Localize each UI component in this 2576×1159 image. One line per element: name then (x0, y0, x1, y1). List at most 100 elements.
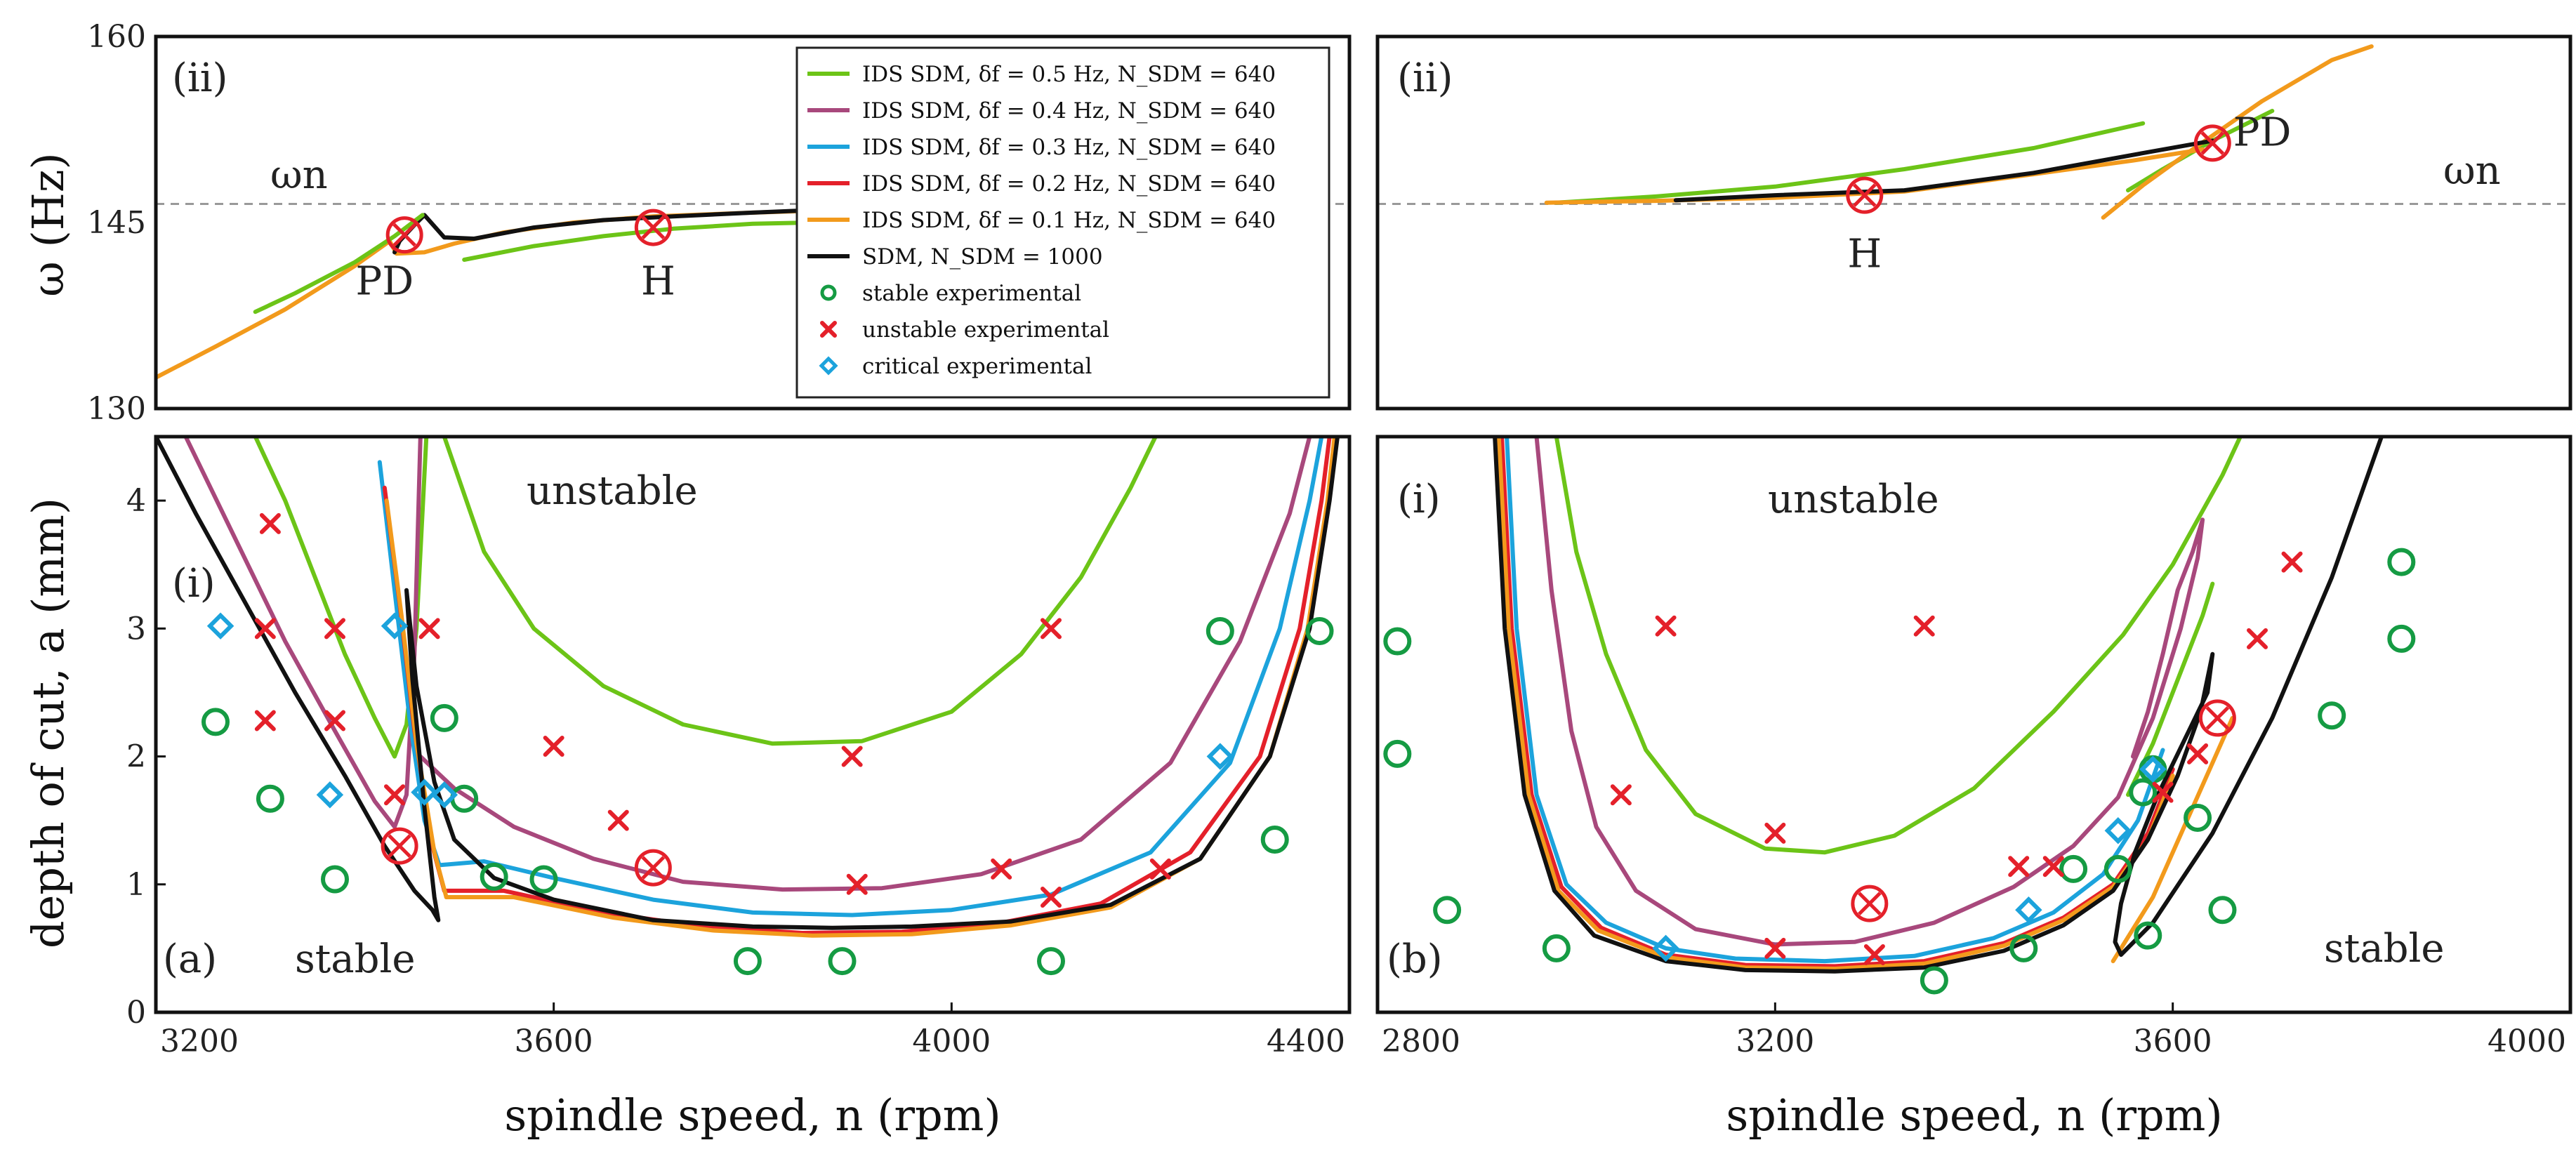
x-tick-label-b-1: 3200 (1736, 1024, 1814, 1059)
panel-label-b: (b) (1387, 936, 1443, 982)
freq-curve-sdm-b-4 (1673, 138, 2215, 203)
legend-box (795, 46, 1330, 399)
stable-exp-point-b-14 (2387, 548, 2416, 576)
freq-curve-df01-b-2 (1544, 147, 2205, 205)
stable-exp-point-b-4 (1920, 966, 1948, 995)
unstable-exp-point-a-14 (1149, 858, 1171, 880)
stable-exp-point-b-11 (2184, 804, 2212, 833)
stable-exp-point-b-6 (2059, 854, 2088, 883)
bifurcation-label-b-1: PD (2233, 110, 2292, 155)
stable-exp-point-b-8 (2129, 778, 2158, 807)
legend-entry-critical_exp: critical experimental (819, 354, 1092, 379)
legend-swatch-unstable_exp (820, 321, 837, 338)
x-axis-label-b: spindle speed, n (rpm) (1726, 1090, 2222, 1141)
bifurcation-marker-top-a-1 (634, 208, 672, 246)
freq-curve-df01-b-3 (2101, 44, 2374, 220)
legend: IDS SDM, δf = 0.5 Hz, N_SDM = 640 IDS SDM… (795, 46, 1330, 399)
x-axis-label-a: spindle speed, n (rpm) (504, 1090, 1000, 1141)
unstable-exp-point-b-1 (1610, 784, 1632, 806)
critical-exp-point-b-2 (2104, 816, 2132, 845)
unstable-exp-point-a-9 (841, 746, 863, 767)
stability-curve-df03-b-3 (1505, 437, 2165, 964)
unstable-exp-point-a-5 (384, 784, 405, 806)
omega-tick-label-a-0: 130 (87, 391, 146, 427)
x-tick-label-a-2: 4000 (912, 1024, 991, 1059)
panel-b-bottom-frame (1375, 435, 2572, 1014)
critical-exp-point-a-0 (206, 612, 235, 640)
axis-ticks: 3200 3600 4000 4400 130 145 160 0 1 2 3 4 2800 3200 36… (87, 19, 2572, 1059)
unstable-exp-point-b-7 (2042, 856, 2064, 877)
legend-swatch-stable_exp (820, 284, 837, 301)
bifurcation-marker-bottom-b-0 (1851, 885, 1889, 922)
stable-exp-point-b-1 (1383, 739, 1412, 768)
omega-axis-label: ω (Hz) (22, 152, 74, 296)
panel-a: PD H (ii) ωn (i) unstable stable (a) (154, 34, 1352, 1014)
panel-a-bottom-plot: (i) unstable stable (a) (154, 435, 1352, 1014)
bifurcation-marker-bottom-a-1 (634, 849, 672, 887)
legend-entry-stable_exp: stable experimental (820, 281, 1081, 306)
stable-exp-point-b-7 (2103, 854, 2132, 883)
unstable-exp-point-b-2 (1764, 822, 1786, 844)
critical-exp-point-b-1 (2015, 896, 2042, 924)
bifurcation-marker-top-b-0 (1846, 176, 1884, 214)
stable-exp-point-b-15 (2387, 624, 2416, 653)
omega-tick-label-a-1: 145 (87, 205, 146, 241)
stable-exp-point-b-12 (2208, 896, 2237, 925)
legend-entry-df01: IDS SDM, δf = 0.1 Hz, N_SDM = 640 (807, 208, 1276, 233)
legend-entry-sdm: SDM, N_SDM = 1000 (807, 244, 1103, 270)
depth-tick-label-a-3: 3 (126, 611, 146, 647)
unstable-exp-point-a-0 (259, 512, 281, 534)
critical-exp-point-a-5 (1206, 743, 1234, 770)
panel-b-top-frame (1375, 34, 2572, 411)
stable-exp-point-b-13 (2318, 701, 2346, 730)
stability-curve-df05-a-1 (442, 437, 1158, 746)
unstable-exp-point-b-6 (2008, 856, 2030, 877)
legend-entry-df04: IDS SDM, δf = 0.4 Hz, N_SDM = 640 (807, 98, 1276, 124)
stability-curve-df01-b-6 (2111, 715, 2235, 964)
depth-tick-label-a-1: 1 (126, 867, 146, 903)
legend-label-stable_exp: stable experimental (862, 281, 1081, 306)
sub-label-a-top: (ii) (172, 55, 228, 101)
stable-exp-point-b-5 (2009, 934, 2038, 962)
panel-b-top-plot: H PD (ii) ωn (1375, 34, 2572, 411)
panel-a-top-frame (154, 34, 1352, 411)
unstable-exp-point-a-8 (607, 809, 629, 831)
unstable-exp-point-b-0 (1655, 615, 1677, 637)
critical-exp-point-a-3 (411, 779, 438, 806)
omega-tick-label-a-2: 160 (87, 19, 146, 55)
unstable-exp-point-b-11 (2281, 551, 2303, 573)
bifurcation-label-a-0: PD (356, 258, 414, 304)
stable-label-a: stable (295, 936, 416, 982)
stable-exp-point-b-3 (1542, 934, 1571, 962)
unstable-label-a: unstable (527, 468, 698, 514)
unstable-exp-point-b-10 (2247, 628, 2268, 649)
critical-exp-point-a-4 (430, 781, 458, 809)
x-tick-label-a-3: 4400 (1267, 1024, 1345, 1059)
legend-entry-unstable_exp: unstable experimental (820, 317, 1109, 343)
bifurcation-marker-bottom-a-0 (381, 827, 418, 865)
legend-label-critical_exp: critical experimental (862, 354, 1092, 379)
unstable-exp-point-b-5 (1913, 615, 1935, 637)
freq-curve-sdm-a-1 (392, 208, 814, 255)
critical-exp-point-b-3 (2139, 755, 2167, 783)
x-tick-label-b-3: 4000 (2488, 1024, 2566, 1059)
critical-exp-point-a-2 (381, 612, 409, 640)
legend-label-df03: IDS SDM, δf = 0.3 Hz, N_SDM = 640 (862, 135, 1276, 160)
bifurcation-marker-top-b-1 (2193, 124, 2231, 162)
stable-exp-point-b-0 (1383, 627, 1412, 656)
sub-label-a-bottom: (i) (172, 561, 216, 607)
depth-tick-label-a-4: 4 (126, 483, 146, 519)
panel-b: H PD (ii) ωn (i) unstable stable (b) (1375, 34, 2572, 1014)
stable-exp-point-b-2 (1433, 896, 1462, 925)
unstable-exp-point-a-2 (254, 710, 276, 731)
unstable-exp-point-a-11 (991, 858, 1012, 880)
stable-exp-point-a-6 (529, 865, 558, 894)
stable-exp-point-a-3 (430, 703, 458, 732)
unstable-exp-point-a-10 (846, 873, 868, 895)
unstable-label-b: unstable (1768, 477, 1939, 522)
stability-curve-df04-a-3 (418, 437, 1312, 892)
omega-n-label-b: ωn (2443, 148, 2501, 194)
depth-tick-label-a-0: 0 (126, 995, 146, 1031)
panel-a-bottom-frame (154, 435, 1352, 1014)
